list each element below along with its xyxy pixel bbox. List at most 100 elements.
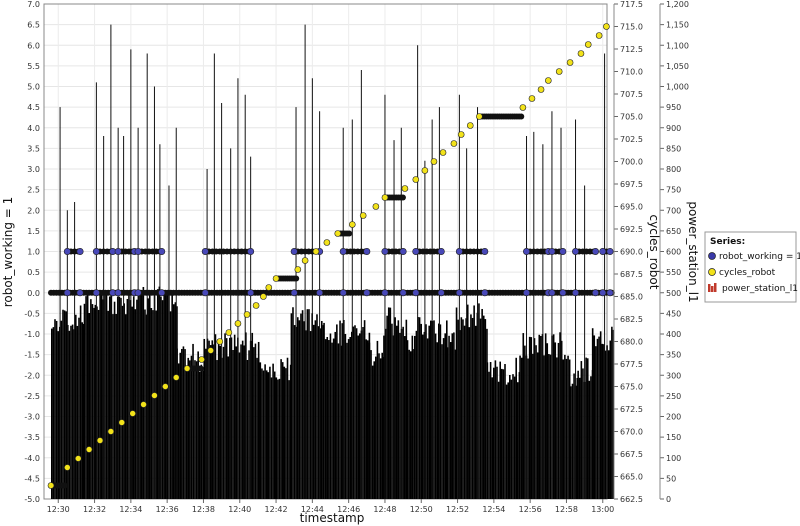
- robot-working-transition-point: [606, 289, 614, 297]
- y-right-1-tick-label: 695.0: [620, 203, 643, 212]
- power-bar: [172, 304, 175, 499]
- cycles-robot-point: [348, 221, 356, 228]
- y-right-2-tick-label: 550: [666, 268, 681, 277]
- power-bar: [280, 359, 282, 499]
- power-bar: [349, 337, 351, 499]
- power-bar: [507, 382, 509, 499]
- power-bar: [546, 343, 549, 499]
- y-left-tick-label: -1.0: [24, 330, 40, 339]
- power-bar: [528, 336, 531, 499]
- robot-working-transition-point: [76, 289, 84, 297]
- y-right-2-tick-label: 500: [666, 289, 681, 298]
- power-bar: [132, 296, 135, 499]
- power-bar: [142, 286, 145, 499]
- power-bar: [241, 340, 244, 499]
- power-bar: [281, 362, 284, 499]
- cycles-robot-point: [207, 347, 215, 354]
- power-bar: [493, 367, 495, 499]
- power-bar: [52, 327, 55, 499]
- power-bar: [160, 296, 162, 499]
- power-bar: [408, 349, 410, 499]
- power-bar: [496, 366, 498, 499]
- cycles-robot-point: [421, 167, 429, 174]
- power-bar: [97, 309, 100, 499]
- power-bar: [203, 338, 206, 499]
- power-bar: [329, 333, 332, 499]
- power-bar: [402, 326, 404, 499]
- power-bar: [273, 371, 276, 499]
- cycles-robot-point: [107, 428, 115, 435]
- power-bar: [197, 351, 199, 499]
- power-bar: [365, 339, 367, 499]
- cycles-robot-point: [96, 437, 104, 444]
- y-right-2-tick-label: 350: [666, 351, 681, 360]
- power-bar: [373, 361, 376, 499]
- cycles-robot-point: [412, 176, 420, 183]
- power-bar: [446, 347, 449, 499]
- power-bar: [466, 304, 469, 499]
- y-right-1-axis-title: cycles_robot: [647, 215, 661, 290]
- y-left-tick-label: 2.0: [27, 206, 40, 215]
- power-bar: [285, 368, 287, 499]
- power-bar: [259, 362, 262, 499]
- y-right-2-tick-label: 1,100: [666, 41, 689, 50]
- power-bar: [381, 352, 384, 499]
- power-bar: [611, 326, 613, 499]
- power-bar: [426, 338, 429, 499]
- power-bar: [491, 377, 493, 499]
- y-right-1-tick-label: 665.0: [620, 473, 643, 482]
- power-bar: [489, 362, 492, 499]
- power-bar: [612, 329, 615, 499]
- power-bar: [121, 305, 124, 499]
- power-bar: [352, 326, 355, 499]
- power-bar: [126, 298, 129, 499]
- cycles-robot-point: [243, 311, 251, 318]
- power-bar: [208, 340, 210, 499]
- power-bar: [370, 350, 372, 499]
- y-left-tick-label: -3.0: [24, 413, 40, 422]
- x-tick-label: 12:44: [301, 505, 324, 514]
- power-bar: [559, 332, 561, 499]
- x-tick-label: 12:32: [83, 505, 106, 514]
- power-bar: [278, 378, 281, 499]
- y-right-2-tick-label: 200: [666, 413, 681, 422]
- cycles-robot-point: [381, 194, 389, 201]
- power-bar: [65, 311, 67, 499]
- power-bar: [552, 334, 555, 499]
- robot-working-transition-point: [247, 248, 255, 256]
- x-axis-ticks: 12:30 12:32 12:34 12:36 12:38 12:40 12:42 12:44…: [47, 499, 614, 514]
- robot-working-transition-point: [363, 289, 371, 297]
- cycles-robot-point: [198, 356, 205, 363]
- robot-working-transition-point: [92, 248, 100, 256]
- robot-working-transition-point: [481, 289, 489, 297]
- power-bar: [292, 307, 294, 499]
- cycles-robot-point: [519, 104, 527, 111]
- power-bar: [155, 310, 157, 499]
- power-bar: [240, 344, 242, 499]
- power-bar: [384, 328, 387, 499]
- y-right-1-tick-label: 712.5: [620, 45, 643, 54]
- power-bar: [55, 320, 58, 499]
- legend: Series: robot_working = 1 cycles_robot p…: [704, 231, 800, 303]
- x-tick-label: 12:34: [119, 505, 142, 514]
- power-bar: [462, 319, 464, 499]
- power-bar: [601, 343, 604, 499]
- power-bar: [438, 323, 440, 499]
- power-bar: [556, 357, 558, 499]
- cycles-robot-point: [359, 212, 367, 219]
- cycles-robot-point: [372, 203, 380, 210]
- robot-working-transition-point: [381, 289, 389, 297]
- y-right-2-tick-label: 1,050: [666, 62, 689, 71]
- cycles-robot-point: [301, 257, 309, 264]
- legend-box: [704, 231, 797, 303]
- y-left-tick-label: 7.0: [27, 0, 40, 9]
- power-bar: [115, 314, 117, 499]
- y-left-tick-label: 4.0: [27, 124, 40, 133]
- power-bar: [603, 344, 605, 499]
- power-bar: [536, 352, 539, 499]
- x-tick-label: 12:56: [519, 505, 542, 514]
- power-bar: [336, 324, 338, 499]
- power-bar: [428, 325, 430, 499]
- power-bar: [554, 342, 557, 499]
- power-bar: [513, 376, 516, 499]
